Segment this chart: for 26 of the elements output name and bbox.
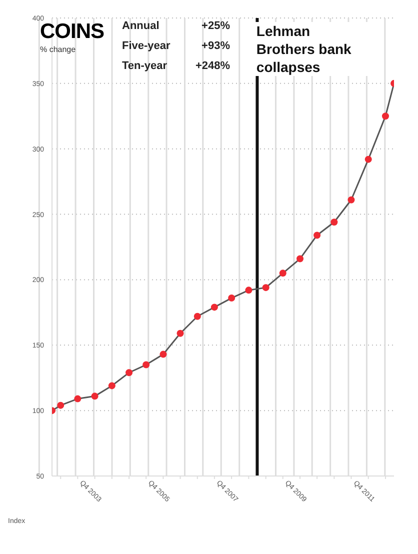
point	[262, 284, 270, 292]
point	[57, 402, 64, 409]
text: Five-year +93%	[122, 40, 230, 52]
text: Annual +25%	[122, 20, 230, 32]
ref-line-label: Lehman Brothers bank collapses	[253, 22, 372, 76]
point	[382, 112, 389, 120]
point	[160, 350, 167, 358]
point	[279, 270, 286, 277]
text: Ten-year +248%	[122, 60, 230, 72]
point	[176, 330, 184, 337]
chart-title: COINS	[40, 20, 104, 44]
point	[74, 395, 82, 402]
point	[142, 361, 150, 368]
point	[245, 286, 252, 294]
text: % change	[40, 45, 76, 54]
point	[108, 382, 116, 390]
point	[296, 255, 304, 262]
point	[330, 218, 338, 226]
point	[348, 196, 355, 204]
point	[91, 392, 98, 400]
point	[126, 369, 133, 376]
point	[210, 304, 218, 311]
point	[228, 294, 236, 302]
point	[314, 232, 321, 239]
point	[364, 156, 372, 163]
point	[194, 312, 201, 320]
